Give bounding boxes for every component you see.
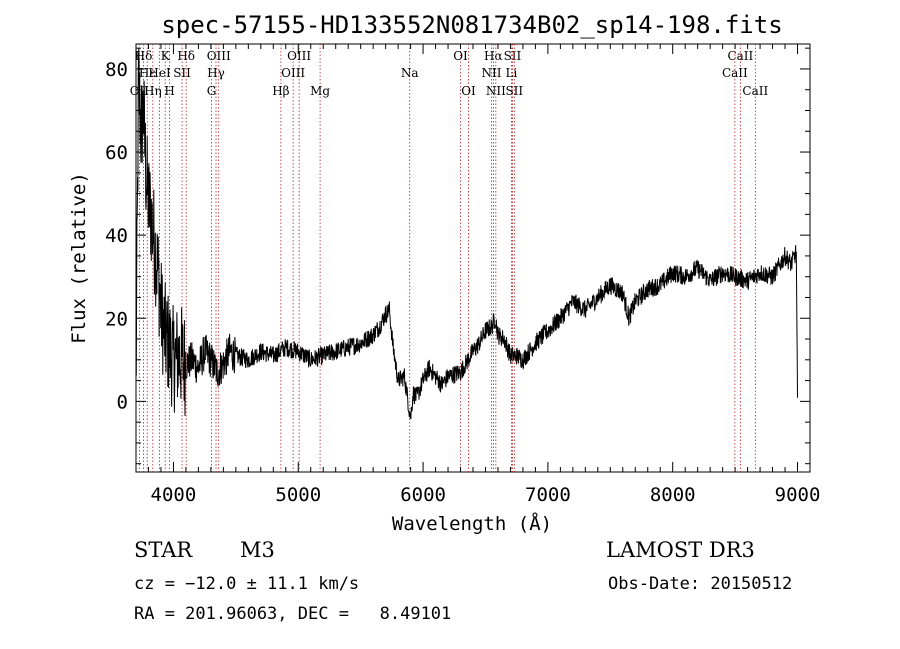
line-marker-label: SII: [504, 49, 522, 63]
line-marker-label: OIII: [287, 49, 311, 63]
line-marker-label: Li: [506, 66, 518, 80]
line-marker-label: CaII: [722, 66, 748, 80]
line-marker-label: K: [161, 49, 171, 63]
line-marker-label: SII: [505, 84, 523, 98]
line-marker-label: Hδ: [177, 49, 195, 63]
obs-date-text: Obs-Date: 20150512: [608, 574, 793, 594]
x-tick-label: 4000: [151, 484, 197, 506]
line-marker-label: Hβ: [272, 84, 289, 98]
line-marker-label: SII: [173, 66, 191, 80]
line-marker-label: Hε: [139, 66, 156, 80]
plot-frame: [135, 43, 811, 473]
y-tick-label: 60: [105, 142, 128, 164]
x-tick-label: 6000: [400, 484, 446, 506]
survey-name: LAMOST DR3: [606, 538, 755, 562]
x-tick-label: 5000: [275, 484, 321, 506]
line-marker-label: Mg: [310, 84, 330, 98]
line-marker-label: G: [207, 84, 217, 98]
chart-title: spec-57155-HD133552N081734B02_sp14-198.f…: [161, 11, 782, 39]
line-marker-label: CaII: [727, 49, 753, 63]
line-marker-label: CaII: [742, 84, 768, 98]
line-marker-label: HeI: [148, 66, 171, 80]
spectrum-line: [135, 48, 798, 420]
y-tick-label: 40: [105, 225, 128, 247]
y-tick-label: 20: [105, 308, 128, 330]
line-marker-label: OIII: [207, 49, 231, 63]
line-marker-label: Hδ: [135, 49, 153, 63]
line-marker-label: NII: [486, 84, 506, 98]
x-axis-label: Wavelength (Å): [392, 512, 552, 535]
y-axis-label: Flux (relative): [68, 172, 90, 344]
line-marker-label: OI: [453, 49, 468, 63]
line-marker-label: NII: [481, 66, 501, 80]
x-tick-label: 9000: [775, 484, 821, 506]
line-marker-label: Hγ: [207, 66, 225, 80]
line-marker-label: Na: [401, 66, 419, 80]
object-subclass: M3: [240, 538, 275, 562]
line-marker-label: OI: [461, 84, 476, 98]
object-class: STAR: [134, 538, 193, 562]
coordinates-text: RA = 201.96063, DEC = 8.49101: [134, 604, 452, 624]
line-marker-label: Hη: [144, 84, 162, 98]
x-tick-label: 7000: [525, 484, 571, 506]
redshift-text: cz = −12.0 ± 11.1 km/s: [134, 574, 360, 594]
line-marker-label: Hα: [484, 49, 503, 63]
line-marker-label: H: [164, 84, 174, 98]
y-tick-label: 80: [105, 59, 128, 81]
line-marker-label: OIII: [281, 66, 305, 80]
x-tick-label: 8000: [650, 484, 696, 506]
y-tick-label: 0: [117, 391, 128, 413]
